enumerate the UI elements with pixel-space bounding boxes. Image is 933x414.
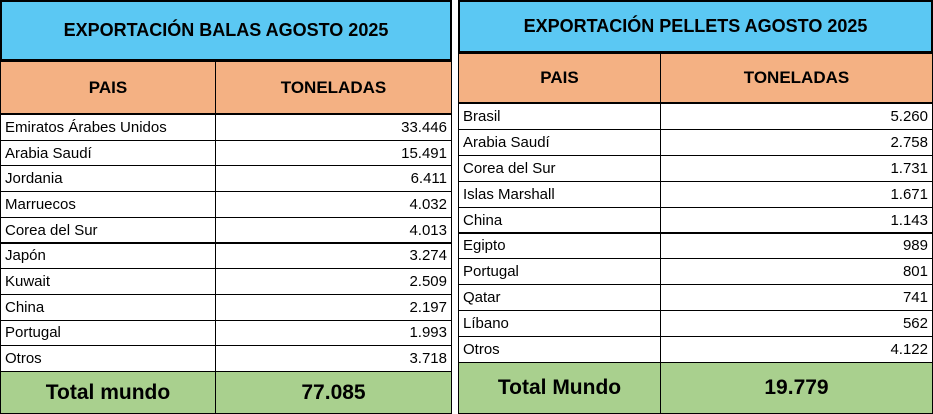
country-cell: Corea del Sur bbox=[0, 216, 216, 244]
tonnes-cell: 15.491 bbox=[215, 139, 452, 167]
tonnes-cell: 6.411 bbox=[215, 165, 452, 193]
country-cell: Corea del Sur bbox=[458, 154, 661, 182]
country-cell: Japón bbox=[0, 242, 216, 270]
tonnes-cell: 1.143 bbox=[660, 206, 933, 234]
column-header: TONELADAS bbox=[215, 61, 452, 114]
tonnes-cell: 562 bbox=[660, 310, 933, 338]
country-cell: Qatar bbox=[458, 284, 661, 312]
tonnes-cell: 4.013 bbox=[215, 216, 452, 244]
tonnes-cell: 801 bbox=[660, 258, 933, 286]
country-cell: Líbano bbox=[458, 310, 661, 338]
tonnes-cell: 1.671 bbox=[660, 180, 933, 208]
tonnes-cell: 741 bbox=[660, 284, 933, 312]
country-cell: Arabia Saudí bbox=[458, 128, 661, 156]
country-cell: Kuwait bbox=[0, 268, 216, 295]
tonnes-cell: 5.260 bbox=[660, 103, 933, 130]
tonnes-cell: 4.032 bbox=[215, 191, 452, 218]
country-cell: Emiratos Árabes Unidos bbox=[0, 114, 216, 141]
column-header: PAIS bbox=[458, 53, 661, 103]
tonnes-cell: 989 bbox=[660, 232, 933, 260]
country-cell: Otros bbox=[0, 345, 216, 372]
country-cell: Arabia Saudí bbox=[0, 139, 216, 167]
tonnes-cell: 2.509 bbox=[215, 268, 452, 295]
tonnes-cell: 3.274 bbox=[215, 242, 452, 270]
country-cell: Brasil bbox=[458, 103, 661, 130]
country-cell: Jordania bbox=[0, 165, 216, 193]
country-cell: Egipto bbox=[458, 232, 661, 260]
table-title: EXPORTACIÓN PELLETS AGOSTO 2025 bbox=[458, 0, 933, 53]
column-header: PAIS bbox=[0, 61, 216, 114]
tonnes-cell: 2.758 bbox=[660, 128, 933, 156]
tonnes-cell: 1.731 bbox=[660, 154, 933, 182]
country-cell: Marruecos bbox=[0, 191, 216, 218]
tonnes-cell: 2.197 bbox=[215, 293, 452, 321]
tonnes-cell: 3.718 bbox=[215, 345, 452, 372]
country-cell: China bbox=[0, 293, 216, 321]
total-value: 77.085 bbox=[215, 371, 452, 414]
country-cell: Portugal bbox=[0, 319, 216, 347]
total-label: Total Mundo bbox=[458, 362, 661, 414]
country-cell: Otros bbox=[458, 336, 661, 363]
tonnes-cell: 4.122 bbox=[660, 336, 933, 363]
total-value: 19.779 bbox=[660, 362, 933, 414]
country-cell: China bbox=[458, 206, 661, 234]
country-cell: Islas Marshall bbox=[458, 180, 661, 208]
total-label: Total mundo bbox=[0, 371, 216, 414]
table-title: EXPORTACIÓN BALAS AGOSTO 2025 bbox=[0, 0, 452, 61]
country-cell: Portugal bbox=[458, 258, 661, 286]
column-header: TONELADAS bbox=[660, 53, 933, 103]
tonnes-cell: 33.446 bbox=[215, 114, 452, 141]
tonnes-cell: 1.993 bbox=[215, 319, 452, 347]
